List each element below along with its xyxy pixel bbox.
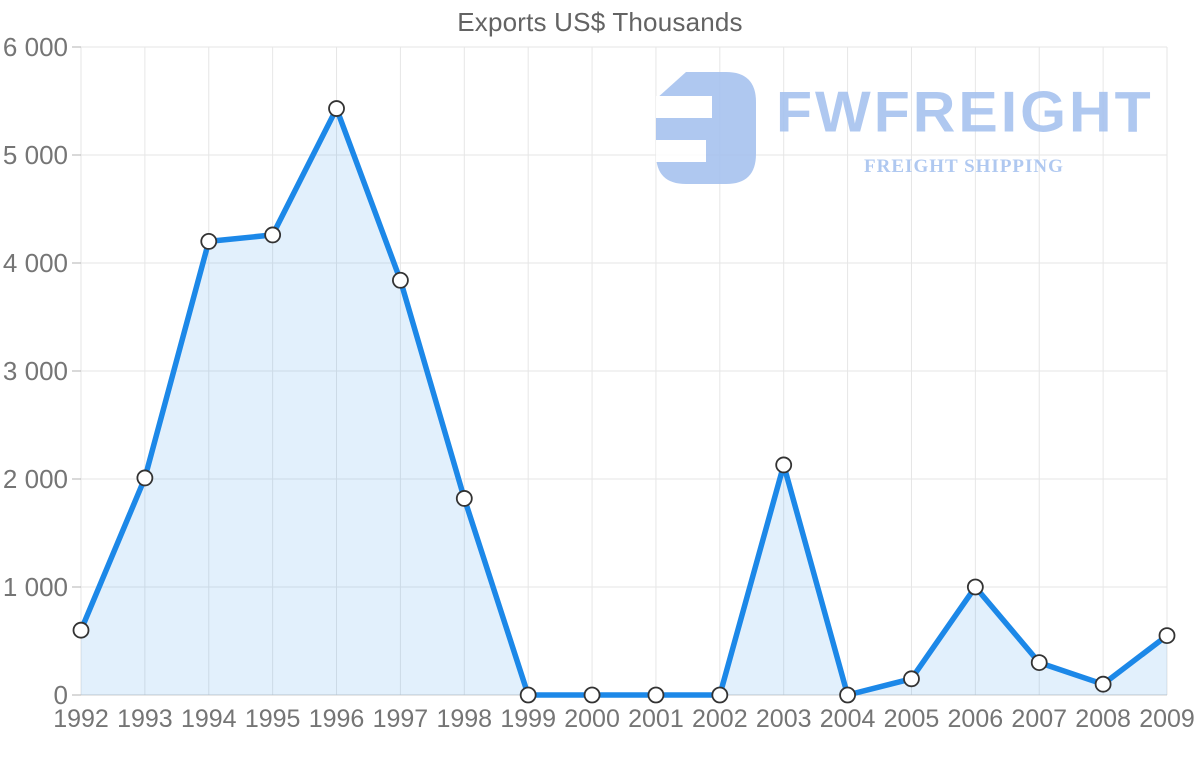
x-tick-label: 1994 — [181, 705, 237, 733]
y-tick-label: 6 000 — [3, 32, 68, 62]
data-point[interactable] — [711, 686, 729, 704]
x-tick-label: 1993 — [117, 705, 173, 733]
series-line — [78, 105, 1170, 698]
x-tick-label: 2007 — [1011, 705, 1067, 733]
x-tick-label: 2004 — [820, 705, 876, 733]
data-point[interactable] — [775, 456, 793, 474]
data-point[interactable] — [136, 469, 154, 487]
data-point[interactable] — [647, 686, 665, 704]
x-tick-label: 1992 — [53, 705, 109, 733]
x-tick-label: 2005 — [884, 705, 940, 733]
x-tick-label: 2006 — [948, 705, 1004, 733]
y-tick-label: 0 — [54, 680, 68, 710]
chart-title: Exports US$ Thousands — [457, 7, 743, 37]
x-tick-label: 2000 — [564, 705, 620, 733]
x-tick-label: 1998 — [436, 705, 492, 733]
data-point[interactable] — [328, 100, 345, 117]
data-point[interactable] — [519, 686, 537, 704]
x-tick-label: 2003 — [756, 705, 812, 733]
data-point[interactable] — [264, 226, 282, 244]
x-tick-label: 1995 — [245, 705, 301, 733]
data-point[interactable] — [1030, 654, 1048, 671]
x-tick-label: 2008 — [1075, 705, 1131, 733]
data-point[interactable] — [200, 232, 218, 250]
data-point[interactable] — [455, 490, 473, 507]
y-tick-label: 4 000 — [3, 248, 68, 278]
x-tick-label: 1996 — [309, 705, 365, 733]
y-tick-label: 5 000 — [3, 140, 68, 170]
x-tick-label: 1997 — [373, 705, 429, 733]
y-tick-label: 3 000 — [3, 356, 68, 386]
data-point[interactable] — [839, 686, 856, 704]
x-tick-label: 2001 — [628, 705, 684, 733]
series-area-fill — [81, 108, 1167, 695]
x-tick-label: 2009 — [1139, 705, 1195, 733]
y-tick-label: 1 000 — [3, 572, 68, 602]
data-point[interactable] — [583, 686, 601, 704]
data-point[interactable] — [72, 621, 90, 639]
data-point[interactable] — [1158, 627, 1176, 644]
data-point[interactable] — [1094, 675, 1112, 693]
y-tick-label: 2 000 — [3, 464, 68, 494]
x-tick-label: 1999 — [500, 705, 556, 733]
data-point[interactable] — [392, 271, 409, 289]
x-tick-label: 2002 — [692, 705, 748, 733]
data-point[interactable] — [966, 578, 984, 596]
data-point[interactable] — [903, 670, 920, 688]
